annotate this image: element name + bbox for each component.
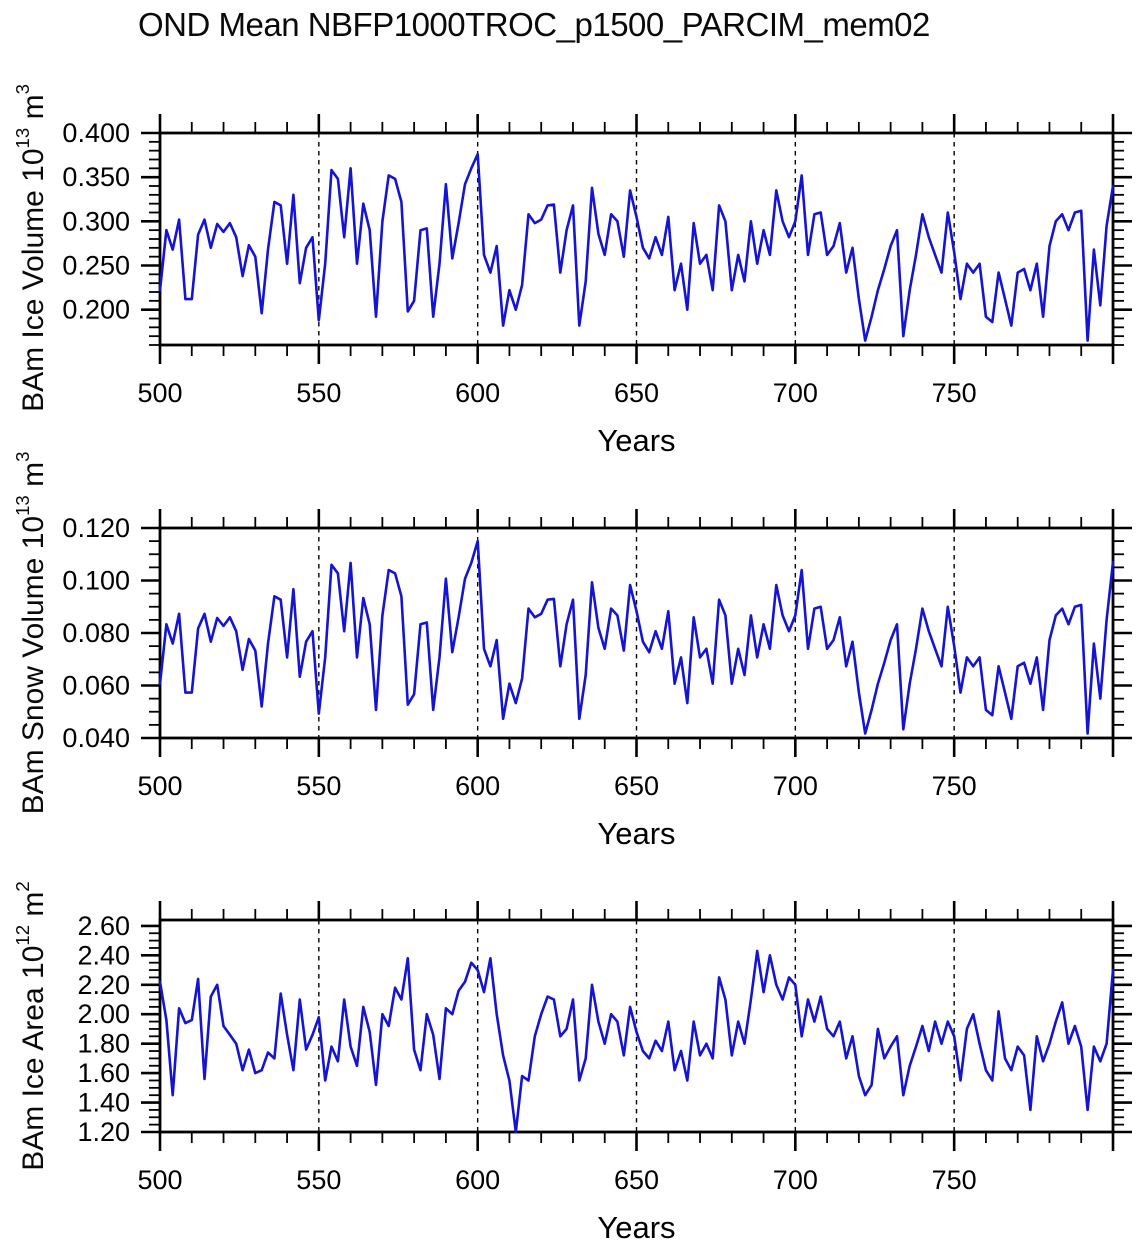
chart-title: OND Mean NBFP1000TROC_p1500_PARCIM_mem02	[138, 6, 930, 43]
y-tick-label: 2.20	[77, 970, 130, 1000]
y-tick-label: 0.200	[62, 295, 130, 325]
y-tick-label: 0.040	[62, 723, 130, 753]
x-tick-label: 550	[296, 771, 341, 801]
y-tick-label: 0.250	[62, 251, 130, 281]
data-line-1	[158, 152, 1115, 342]
y-tick-label: 2.40	[77, 940, 130, 970]
y-tick-label: 0.060	[62, 671, 130, 701]
x-tick-label: 600	[455, 378, 500, 408]
x-tick-label: 500	[137, 1165, 182, 1195]
panel-frame	[158, 526, 1115, 740]
x-tick-label: 700	[773, 1165, 818, 1195]
x-tick-label: 650	[614, 771, 659, 801]
x-tick-label: 750	[932, 378, 977, 408]
y-tick-label: 0.120	[62, 513, 130, 543]
x-tick-label: 650	[614, 1165, 659, 1195]
y-tick-label: 1.40	[77, 1088, 130, 1118]
x-tick-label: 700	[773, 771, 818, 801]
x-tick-label: 600	[455, 1165, 500, 1195]
y-tick-label: 1.20	[77, 1117, 130, 1147]
x-tick-label: 500	[137, 771, 182, 801]
y-tick-label: 2.00	[77, 999, 130, 1029]
x-tick-label: 600	[455, 771, 500, 801]
data-line-2	[158, 539, 1115, 735]
y-tick-label: 0.350	[62, 162, 130, 192]
panel-frame	[158, 131, 1115, 347]
x-tick-label: 700	[773, 378, 818, 408]
x-tick-label: 750	[932, 1165, 977, 1195]
x-tick-label: 550	[296, 378, 341, 408]
x-axis-title: Years	[597, 423, 675, 458]
y-tick-label: 0.400	[62, 118, 130, 148]
x-tick-label: 500	[137, 378, 182, 408]
x-tick-label: 650	[614, 378, 659, 408]
y-tick-label: 0.080	[62, 618, 130, 648]
panel-bam-ice-volume: 0.400 0.350 0.300 0.250 0.200 500 550 600 650 700…	[62, 114, 1132, 458]
y-tick-label: 0.100	[62, 566, 130, 596]
x-tick-label: 550	[296, 1165, 341, 1195]
y-tick-label: 1.80	[77, 1029, 130, 1059]
x-axis-title: Years	[597, 1210, 675, 1245]
y-tick-label: 0.300	[62, 206, 130, 236]
panel-frame	[158, 918, 1115, 1134]
x-axis-title: Years	[597, 816, 675, 851]
y-tick-label: 1.60	[77, 1058, 130, 1088]
x-tick-label: 750	[932, 771, 977, 801]
y-tick-label: 2.60	[77, 911, 130, 941]
data-line-3	[158, 949, 1115, 1134]
